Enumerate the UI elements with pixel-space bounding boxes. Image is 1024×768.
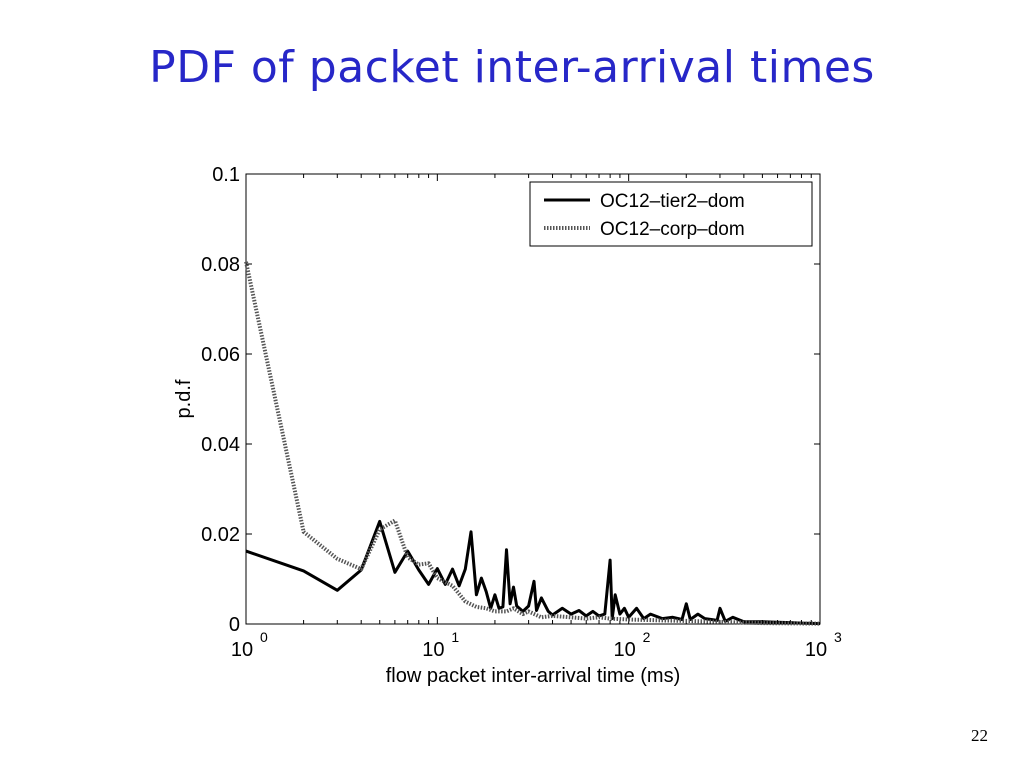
page-number: 22 (971, 726, 988, 745)
y-tick-label: 0.06 (201, 344, 240, 366)
slide-title: PDF of packet inter-arrival times (149, 42, 875, 93)
x-tick-label: 10 (805, 639, 827, 661)
legend-box (529, 181, 813, 247)
x-tick-label: 10 (231, 639, 253, 661)
y-tick-label: 0 (229, 614, 240, 636)
plot-frame (245, 173, 821, 625)
legend-label-tier2: OC12–tier2–dom (600, 191, 745, 212)
y-tick-label: 0.1 (212, 164, 240, 186)
legend-label-corp: OC12–corp–dom (600, 219, 745, 240)
y-tick-label: 0.02 (201, 524, 240, 546)
x-axis-label: flow packet inter-arrival time (ms) (386, 665, 681, 687)
x-tick-label: 10 (422, 639, 444, 661)
x-tick-exponent: 0 (260, 629, 268, 645)
axis-ticks: 0 0.02 0.04 0.06 0.08 0.1 10 0 10 1 10 2 10 3 (201, 164, 842, 661)
x-tick-exponent: 3 (834, 629, 842, 645)
chart: 0 0.02 0.04 0.06 0.08 0.1 10 0 10 1 10 2 10 3 p.d.f f… (150, 150, 870, 690)
x-tick-label: 10 (614, 639, 636, 661)
y-axis-label: p.d.f (173, 379, 195, 418)
legend: OC12–tier2–dom OC12–corp–dom (529, 181, 813, 247)
x-tick-exponent: 1 (451, 629, 459, 645)
y-tick-label: 0.08 (201, 254, 240, 276)
x-tick-exponent: 2 (643, 629, 651, 645)
series-line-corp (244, 261, 821, 626)
series-line-tier2 (245, 519, 821, 626)
series-lines (244, 261, 821, 626)
y-tick-label: 0.04 (201, 434, 240, 456)
chart-svg: 0 0.02 0.04 0.06 0.08 0.1 10 0 10 1 10 2 10 3 p.d.f f… (173, 164, 842, 687)
